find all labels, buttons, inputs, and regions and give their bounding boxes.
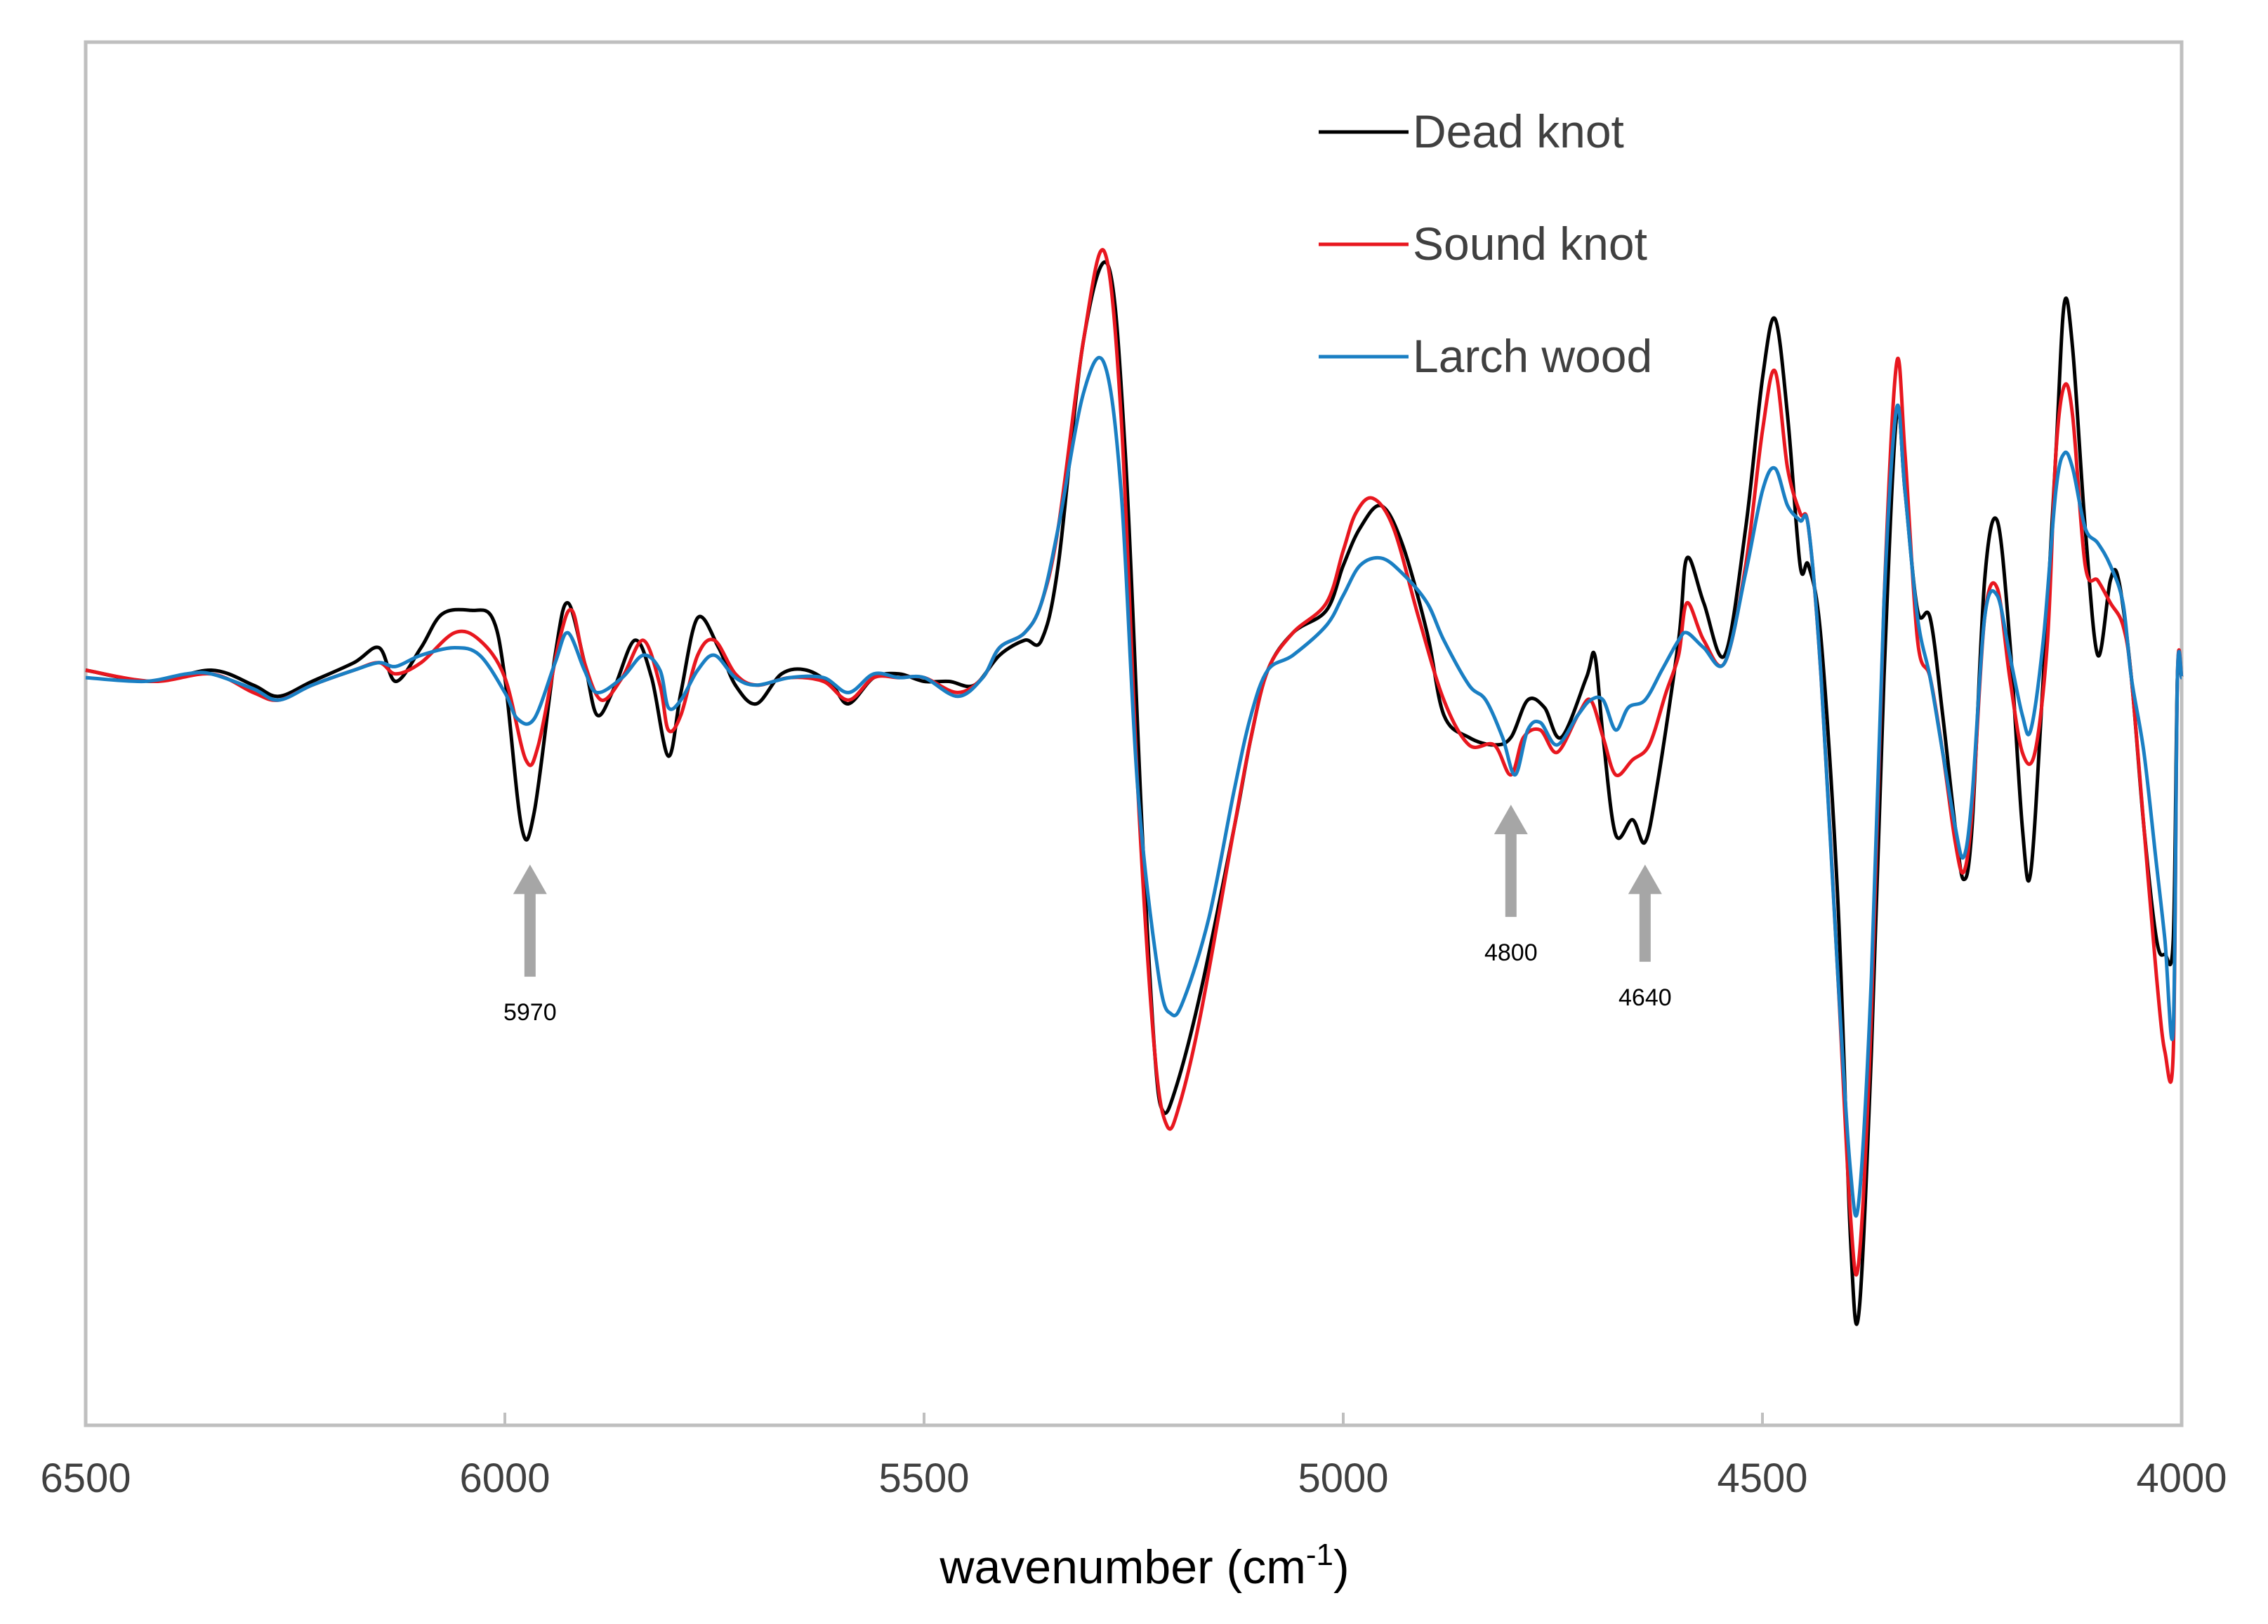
x-axis-label: wavenumber (cm-1): [939, 1538, 1349, 1594]
arrow-head: [1494, 805, 1528, 835]
x-tick-label: 5500: [878, 1455, 969, 1501]
series-line-dead-knot: [85, 260, 2184, 1326]
arrow-shaft: [524, 892, 536, 977]
legend-label: Sound knot: [1413, 218, 1647, 270]
arrow-shaft: [1639, 892, 1651, 962]
series-layer: [85, 248, 2184, 1326]
x-tick-label: 4500: [1717, 1455, 1807, 1501]
annotation-layer: 5970 4800 4640: [503, 805, 1672, 1026]
x-tick-labels: 6500 6000 5500 5000 4500 4000: [40, 1413, 2227, 1501]
plot-frame: [84, 40, 2184, 1427]
series-line-larch-wood: [85, 356, 2184, 1218]
legend-label: Dead knot: [1413, 105, 1624, 157]
peak-arrow-5970: 5970: [503, 864, 557, 1026]
peak-arrow-4800: 4800: [1484, 805, 1538, 966]
peak-label: 5970: [503, 999, 557, 1026]
arrow-head: [513, 864, 547, 894]
x-axis-label-superscript: -1: [1306, 1538, 1333, 1572]
legend-item-larch-wood: Larch wood: [1319, 330, 1652, 382]
peak-arrow-4640: 4640: [1618, 864, 1672, 1011]
series-line-sound-knot: [85, 248, 2184, 1277]
x-axis-label-close: ): [1333, 1540, 1350, 1594]
x-tick-label: 6500: [40, 1455, 131, 1501]
arrow-head: [1628, 864, 1662, 894]
x-tick-label: 4000: [2136, 1455, 2227, 1501]
x-axis-label-main: wavenumber (cm: [939, 1540, 1306, 1594]
x-tick-label: 5000: [1298, 1455, 1388, 1501]
x-tick-label: 6000: [459, 1455, 550, 1501]
legend-item-sound-knot: Sound knot: [1319, 218, 1647, 270]
legend: Dead knot Sound knot Larch wood: [1319, 105, 1652, 382]
legend-label: Larch wood: [1413, 330, 1652, 382]
legend-item-dead-knot: Dead knot: [1319, 105, 1624, 157]
peak-label: 4800: [1484, 939, 1538, 966]
peak-label: 4640: [1618, 984, 1672, 1011]
arrow-shaft: [1505, 833, 1517, 917]
